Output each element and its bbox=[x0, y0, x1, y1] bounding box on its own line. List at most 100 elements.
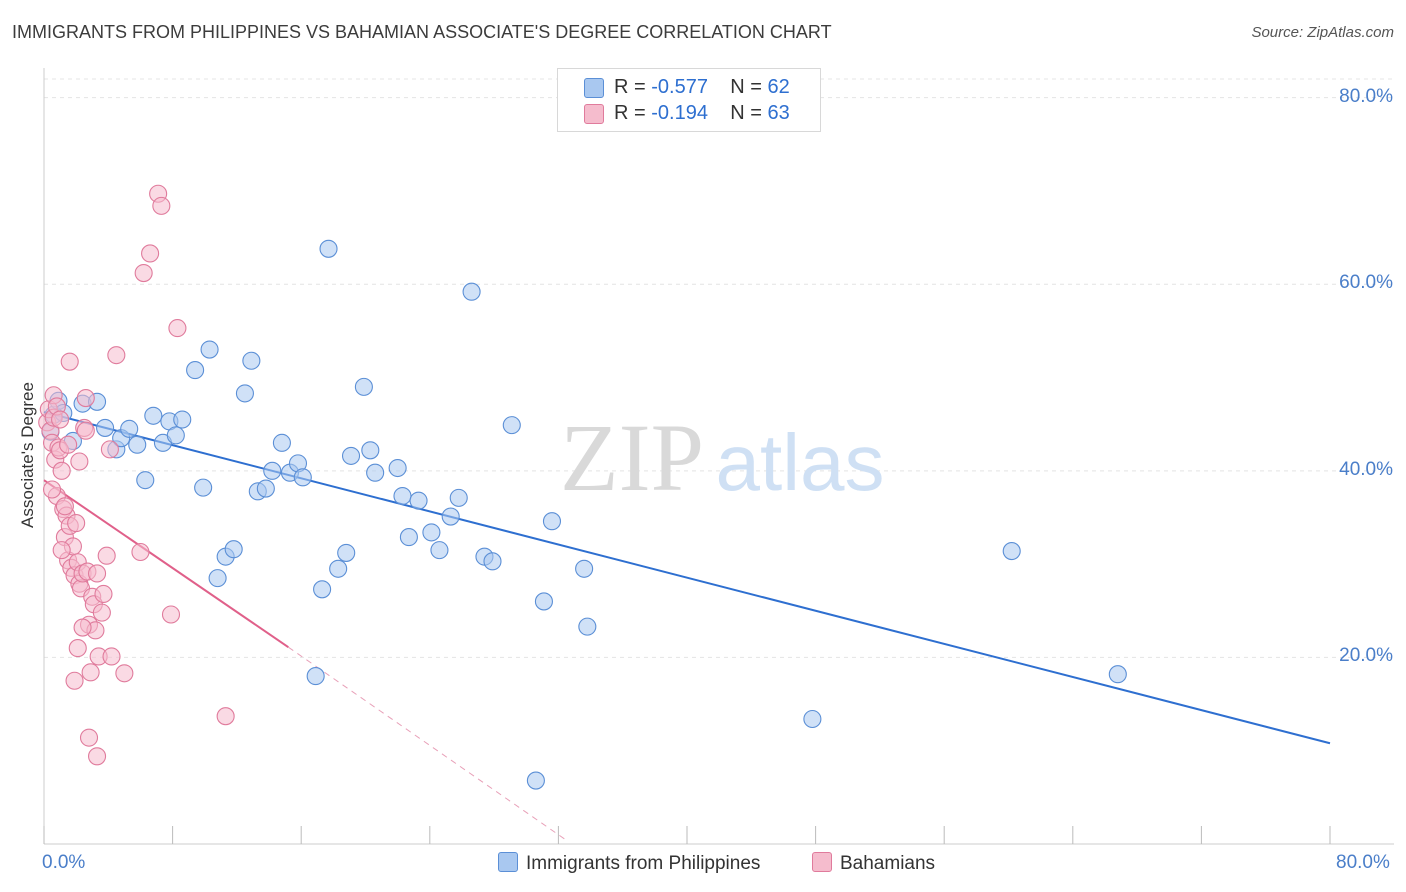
point-philippines bbox=[578, 617, 597, 636]
x-tick-label-min: 0.0% bbox=[42, 852, 86, 873]
point-philippines bbox=[224, 540, 243, 559]
point-bahamians bbox=[141, 244, 160, 263]
watermark-atlas: atlas bbox=[716, 418, 885, 507]
point-bahamians bbox=[100, 440, 119, 459]
point-bahamians bbox=[42, 480, 62, 499]
point-philippines bbox=[534, 592, 553, 611]
bottom-legend-label: Bahamians bbox=[840, 853, 936, 874]
legend-swatch-bahamians bbox=[584, 104, 604, 124]
point-philippines bbox=[441, 507, 460, 526]
point-philippines bbox=[208, 569, 227, 588]
point-bahamians bbox=[87, 564, 107, 583]
point-philippines bbox=[272, 433, 291, 452]
point-philippines bbox=[235, 384, 254, 403]
point-bahamians bbox=[76, 421, 95, 440]
x-tick-label-max: 80.0% bbox=[1336, 852, 1390, 873]
watermark-zip: ZIP bbox=[560, 404, 704, 511]
point-philippines bbox=[242, 351, 261, 370]
point-bahamians bbox=[73, 618, 92, 637]
y-tick-label: 40.0% bbox=[1339, 458, 1393, 480]
legend-n-value: 62 bbox=[767, 76, 790, 98]
point-bahamians bbox=[68, 639, 87, 658]
point-philippines bbox=[1108, 665, 1127, 684]
point-philippines bbox=[144, 406, 163, 425]
point-bahamians bbox=[67, 514, 86, 533]
point-philippines bbox=[120, 419, 139, 438]
point-philippines bbox=[313, 580, 332, 599]
point-philippines bbox=[361, 441, 380, 460]
point-philippines bbox=[430, 541, 449, 560]
point-philippines bbox=[263, 461, 282, 480]
point-philippines bbox=[256, 479, 275, 498]
point-philippines bbox=[1002, 542, 1021, 561]
point-philippines bbox=[341, 446, 361, 465]
point-philippines bbox=[128, 435, 147, 454]
trend-lines bbox=[43, 411, 1331, 841]
point-philippines bbox=[483, 552, 502, 571]
point-bahamians bbox=[92, 603, 111, 622]
point-philippines bbox=[449, 488, 468, 507]
y-tick-label: 60.0% bbox=[1339, 272, 1393, 294]
legend-n-label: N = bbox=[730, 102, 762, 124]
point-philippines bbox=[575, 559, 594, 578]
point-bahamians bbox=[70, 452, 89, 471]
point-bahamians bbox=[52, 461, 71, 480]
point-philippines bbox=[173, 410, 192, 429]
point-philippines bbox=[399, 528, 418, 547]
point-bahamians bbox=[51, 410, 70, 429]
chart-title: IMMIGRANTS FROM PHILIPPINES VS BAHAMIAN … bbox=[12, 22, 832, 42]
point-philippines bbox=[306, 667, 325, 686]
point-philippines bbox=[366, 463, 385, 482]
point-philippines bbox=[96, 418, 115, 437]
legend-r-label: R = bbox=[614, 102, 646, 124]
bottom-legend-label: Immigrants from Philippines bbox=[526, 853, 761, 874]
point-bahamians bbox=[87, 747, 107, 766]
point-bahamians bbox=[102, 647, 121, 666]
point-philippines bbox=[200, 340, 219, 359]
point-bahamians bbox=[216, 707, 235, 726]
trend-line-philippines bbox=[43, 411, 1331, 745]
point-bahamians bbox=[59, 435, 78, 454]
point-philippines bbox=[542, 512, 562, 531]
point-philippines bbox=[803, 709, 822, 729]
point-philippines bbox=[329, 559, 348, 578]
trend-line-bahamians bbox=[43, 479, 289, 648]
source-label: Source: ZipAtlas.com bbox=[1251, 24, 1394, 41]
point-philippines bbox=[502, 416, 521, 435]
point-philippines bbox=[166, 426, 185, 445]
bottom-legend-bahamians: Bahamians bbox=[812, 852, 935, 875]
point-philippines bbox=[393, 486, 412, 506]
point-bahamians bbox=[65, 671, 84, 690]
point-bahamians bbox=[107, 346, 126, 365]
point-philippines bbox=[388, 458, 407, 478]
legend: R = -0.577 N = 62 R = -0.194 N = 63 bbox=[557, 68, 821, 132]
point-bahamians bbox=[115, 664, 134, 683]
point-bahamians bbox=[168, 319, 187, 338]
watermark: ZIP atlas bbox=[560, 404, 884, 511]
y-axis-label: Associate's Degree bbox=[18, 382, 37, 528]
point-philippines bbox=[293, 468, 312, 487]
legend-r-value: -0.194 bbox=[651, 102, 708, 124]
point-philippines bbox=[186, 361, 205, 380]
point-bahamians bbox=[60, 352, 79, 371]
point-philippines bbox=[136, 471, 155, 490]
y-tick-label: 80.0% bbox=[1339, 85, 1393, 107]
bottom-legend-swatch-bahamians bbox=[812, 852, 832, 872]
point-bahamians bbox=[94, 584, 113, 604]
point-philippines bbox=[422, 523, 441, 542]
point-philippines bbox=[319, 239, 338, 258]
point-bahamians bbox=[152, 196, 171, 215]
point-philippines bbox=[462, 282, 481, 301]
point-philippines bbox=[526, 771, 545, 790]
point-bahamians bbox=[81, 663, 100, 682]
bottom-legend-swatch-philippines bbox=[498, 852, 518, 872]
y-tick-label: 20.0% bbox=[1339, 645, 1393, 667]
point-bahamians bbox=[161, 605, 181, 624]
legend-n-label: N = bbox=[730, 76, 762, 98]
point-philippines bbox=[354, 377, 373, 396]
data-points bbox=[38, 184, 1127, 790]
legend-n-value: 63 bbox=[767, 102, 790, 124]
legend-swatch-philippines bbox=[584, 78, 604, 98]
legend-r-label: R = bbox=[614, 76, 646, 98]
